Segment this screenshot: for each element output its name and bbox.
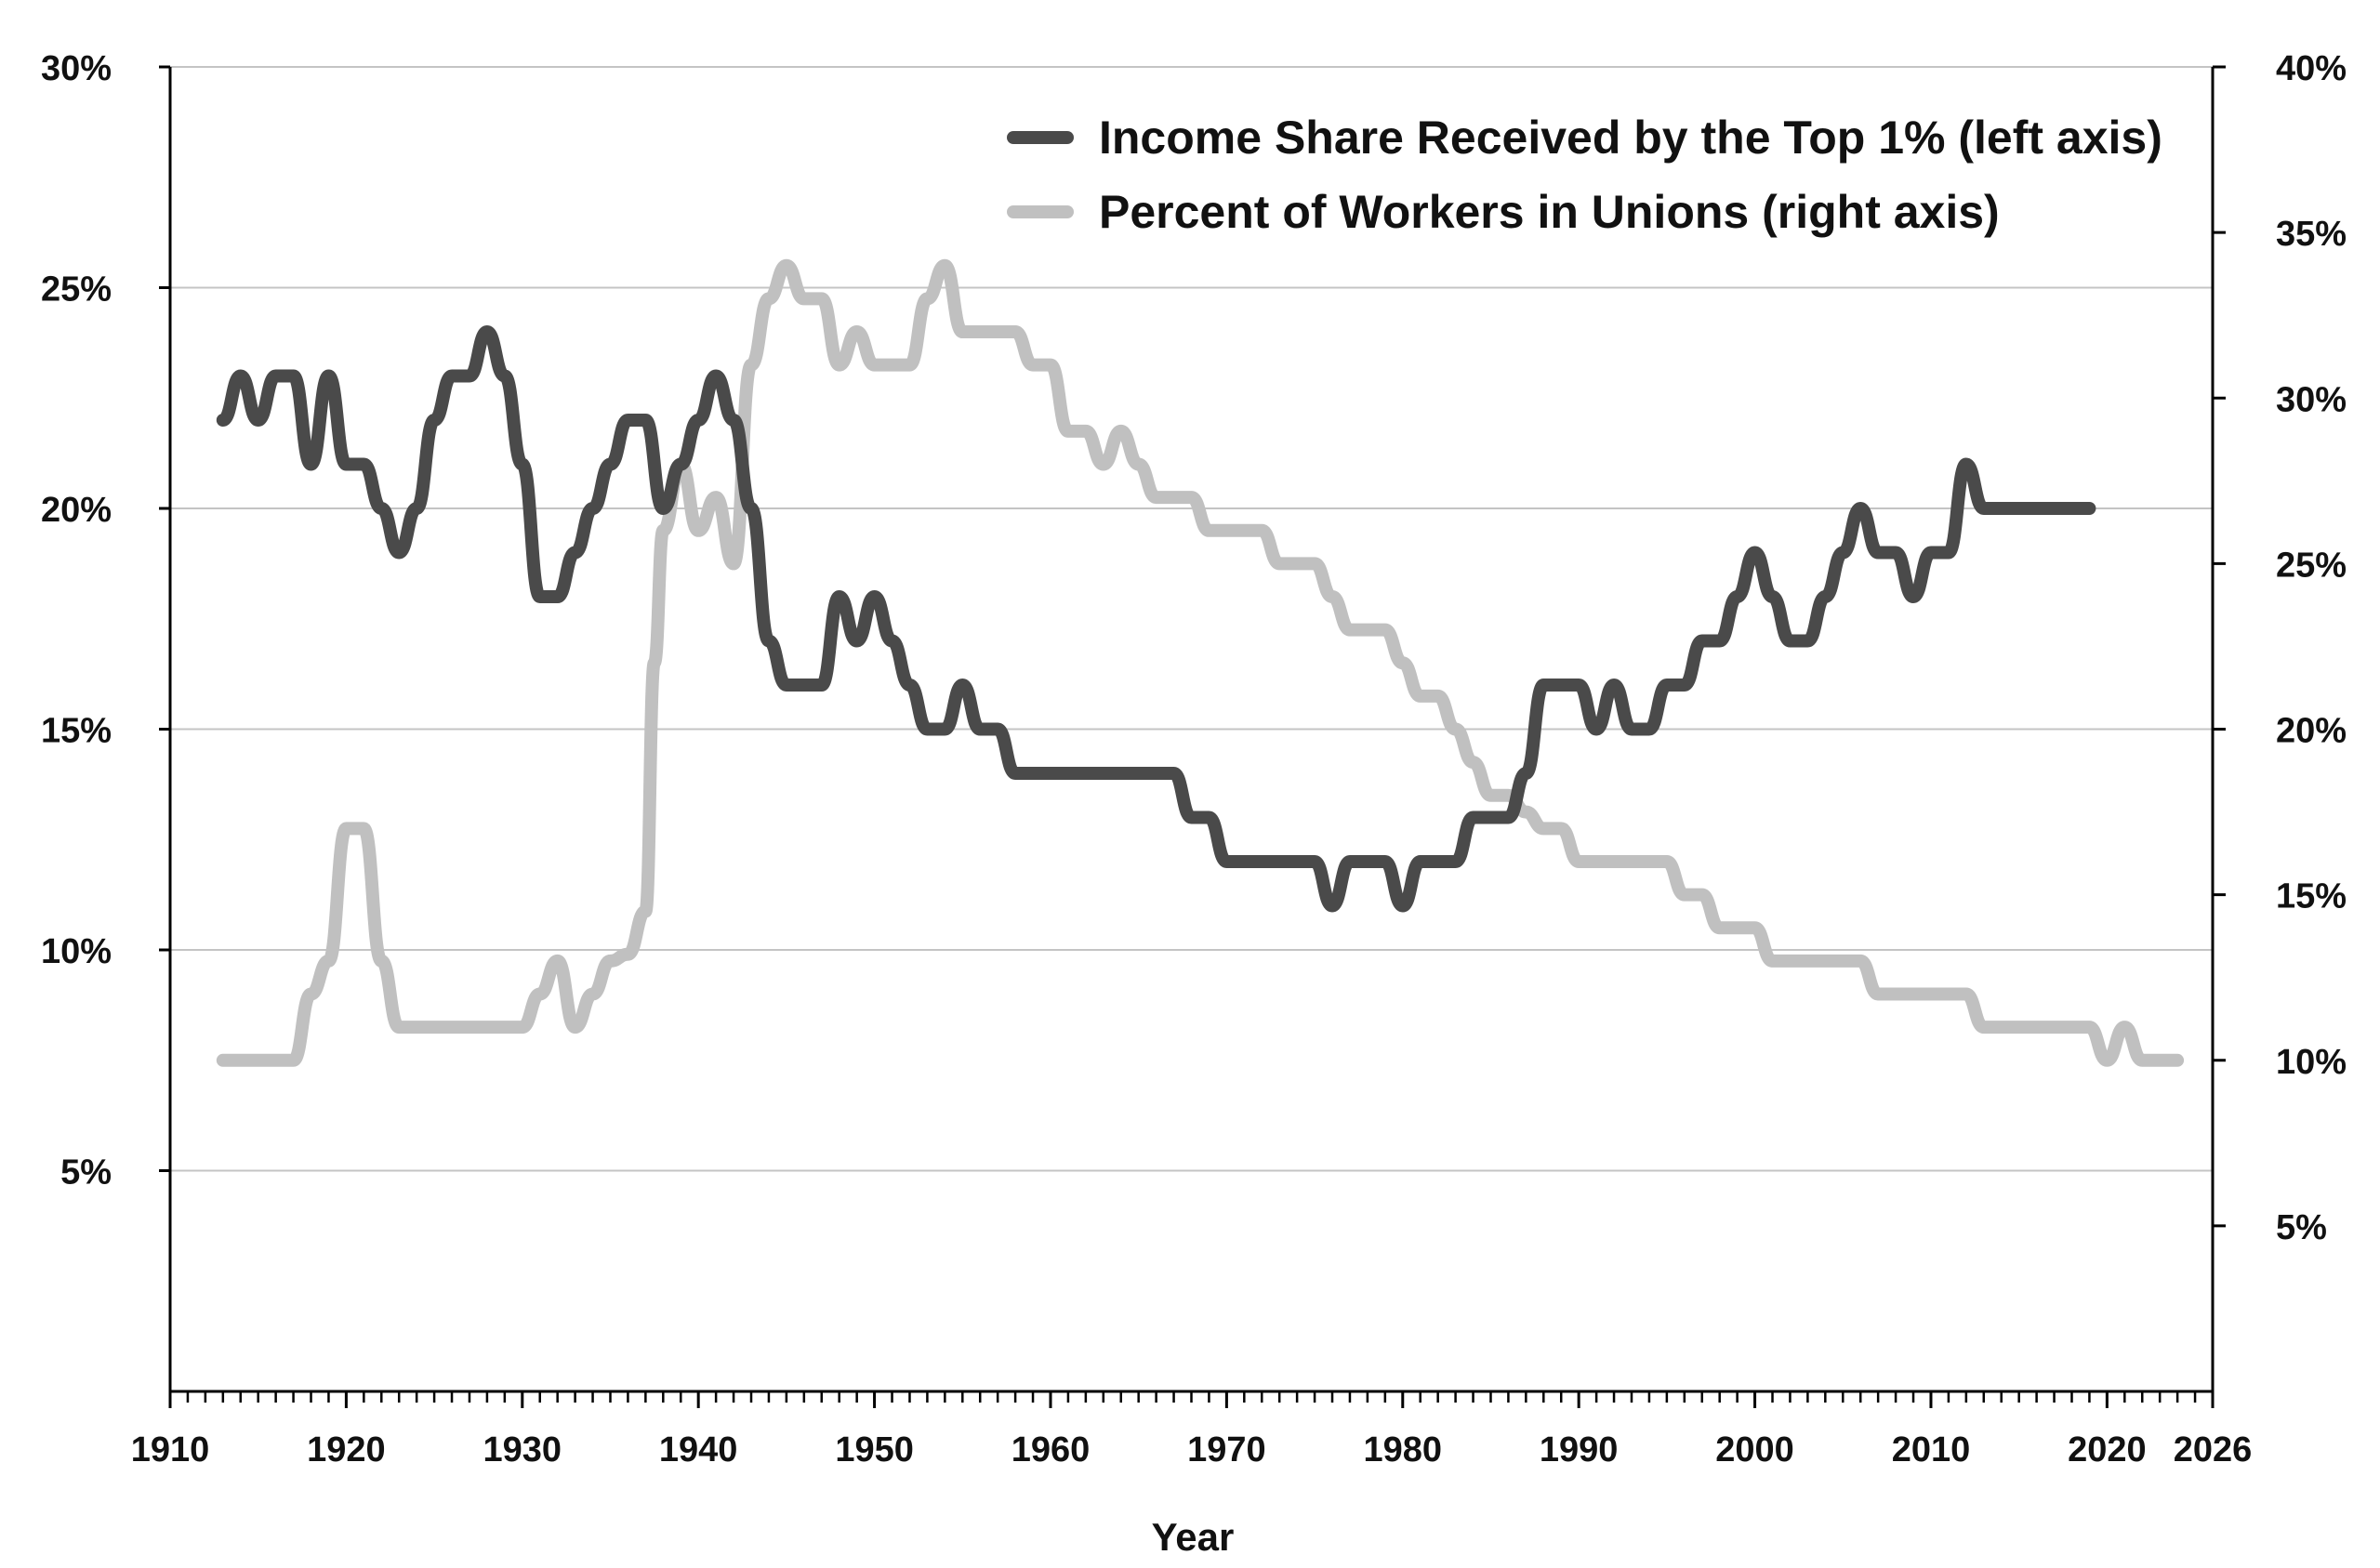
y-right-tick-label: 35% [2276,215,2347,254]
y-left-tick-label: 30% [41,49,112,88]
x-tick-label: 1970 [1187,1430,1266,1469]
y-right-tick-label: 20% [2276,712,2347,751]
y-right-tick-label: 15% [2276,877,2347,916]
x-tick-label: 1930 [483,1430,562,1469]
series-lines [216,258,2185,1067]
x-tick-label: 1980 [1364,1430,1443,1469]
y-right-tick-label: 5% [2276,1208,2327,1247]
x-tick-label: 1990 [1540,1430,1619,1469]
x-tick-label: 2026 [2174,1430,2253,1469]
y-left-tick-label: 20% [41,491,112,530]
x-tick-label: 1920 [307,1430,386,1469]
x-tick-label: 2020 [2068,1430,2147,1469]
x-tick-label: 1960 [1012,1430,1091,1469]
x-tick-label: 2010 [1892,1430,1971,1469]
y-right-tick-label: 30% [2276,380,2347,419]
y-left-tick-label: 15% [41,712,112,751]
series-line-union-membership [216,258,2185,1067]
y-right-tick-label: 10% [2276,1043,2347,1082]
series-line-income-share [216,325,2096,913]
gridlines [170,66,2213,1172]
y-left-tick-label: 5% [60,1153,112,1192]
y-right-tick-label: 40% [2276,49,2347,88]
x-axis-title: Year [1152,1515,1235,1559]
axes: 5% 10% 15% 20% 25% 30% 5% 10% 15% 20% 25% 30% 35% 40%… [41,49,2347,1469]
y-left-tick-label: 25% [41,270,112,310]
y-right-tick-label: 25% [2276,546,2347,585]
legend-label-income-share: Income Share Received by the Top 1% (lef… [1099,112,2162,164]
y-left-tick-label: 10% [41,932,112,971]
x-tick-label: 1940 [659,1430,738,1469]
legend-label-union-membership: Percent of Workers in Unions (right axis… [1099,186,2000,238]
x-tick-label: 1910 [131,1430,210,1469]
x-tick-label: 1950 [835,1430,914,1469]
x-tick-label: 2000 [1715,1430,1794,1469]
legend: Income Share Received by the Top 1% (lef… [1007,112,2162,238]
